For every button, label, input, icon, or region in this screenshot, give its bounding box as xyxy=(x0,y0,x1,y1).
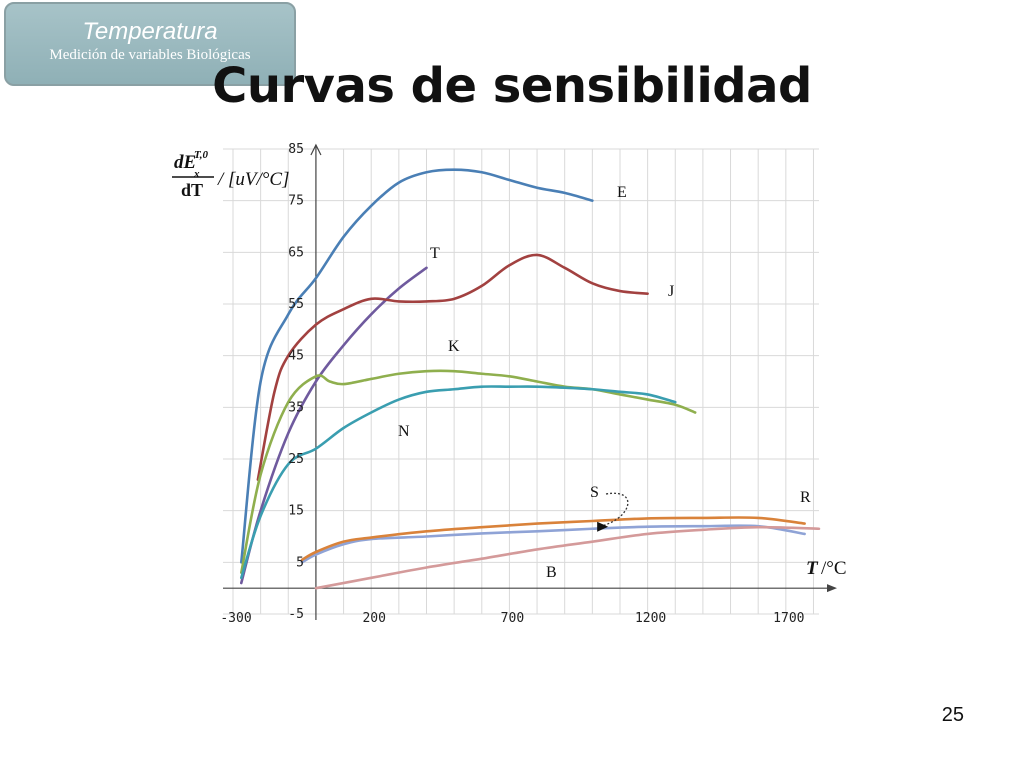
y-axis-title-superscript: T,0 xyxy=(194,149,208,161)
y-axis-title-unit: / [uV/°C] xyxy=(217,169,289,190)
section-badge: Temperatura Medición de variables Biológ… xyxy=(4,2,296,86)
x-tick-label: 1700 xyxy=(773,611,804,626)
y-axis-title-main: dE xyxy=(174,152,196,173)
series-line-N xyxy=(239,385,677,580)
series-lines xyxy=(239,168,821,590)
series-label-B: B xyxy=(546,564,557,581)
x-tick-label: 700 xyxy=(501,611,524,626)
x-tick-label: -300 xyxy=(220,611,251,626)
series-line-K xyxy=(239,369,697,574)
section-subtitle: Medición de variables Biológicas xyxy=(49,47,251,63)
series-line-J xyxy=(256,253,649,481)
section-title: Temperatura xyxy=(82,18,218,45)
series-label-R: R xyxy=(800,489,811,506)
y-axis-arrow xyxy=(310,143,322,156)
y-tick-label: 35 xyxy=(288,400,304,415)
series-label-T: T xyxy=(430,245,440,262)
series-line-E xyxy=(239,168,594,564)
series-label-J: J xyxy=(668,283,674,300)
x-tick-label: 200 xyxy=(362,611,385,626)
grid xyxy=(223,148,819,615)
series-line-R xyxy=(300,516,806,562)
series-label-E: E xyxy=(617,184,627,201)
x-axis-title-unit: /°C xyxy=(821,558,847,579)
y-tick-label: -5 xyxy=(288,607,304,622)
page-number: 25 xyxy=(941,704,964,726)
y-tick-label: 65 xyxy=(288,245,304,260)
labels: 85 75 65 55 45 35 25 15 5 -5 -300 200 700 1200 1700 E T J… xyxy=(220,142,811,626)
series-line-B xyxy=(314,525,821,590)
y-tick-label: 55 xyxy=(288,297,304,312)
y-axis-title-subscript: x xyxy=(193,168,200,180)
x-axis-title: T /°C xyxy=(806,558,847,579)
series-label-N: N xyxy=(398,423,410,440)
y-tick-label: 85 xyxy=(288,142,304,157)
series-line-T xyxy=(239,266,428,585)
y-axis-title: dE x T,0 dT / [uV/°C] xyxy=(172,149,289,200)
annotation-arrow-line xyxy=(598,492,629,528)
x-tick-label: 1200 xyxy=(635,611,666,626)
series-line-S xyxy=(300,524,806,564)
annotation-arrow-head xyxy=(597,521,609,532)
y-tick-label: 45 xyxy=(288,349,304,364)
series-label-S: S xyxy=(590,484,599,501)
series-label-K: K xyxy=(448,338,460,355)
y-axis-title-denominator: dT xyxy=(181,180,203,200)
slide-title: Curvas de sensibilidad xyxy=(212,58,812,114)
y-tick-label: 15 xyxy=(288,504,304,519)
y-tick-label: 25 xyxy=(288,452,304,467)
x-axis-title-variable: T xyxy=(806,558,819,579)
x-axis-arrow xyxy=(827,584,837,593)
y-tick-label: 75 xyxy=(288,194,304,209)
y-tick-label: 5 xyxy=(296,555,304,570)
